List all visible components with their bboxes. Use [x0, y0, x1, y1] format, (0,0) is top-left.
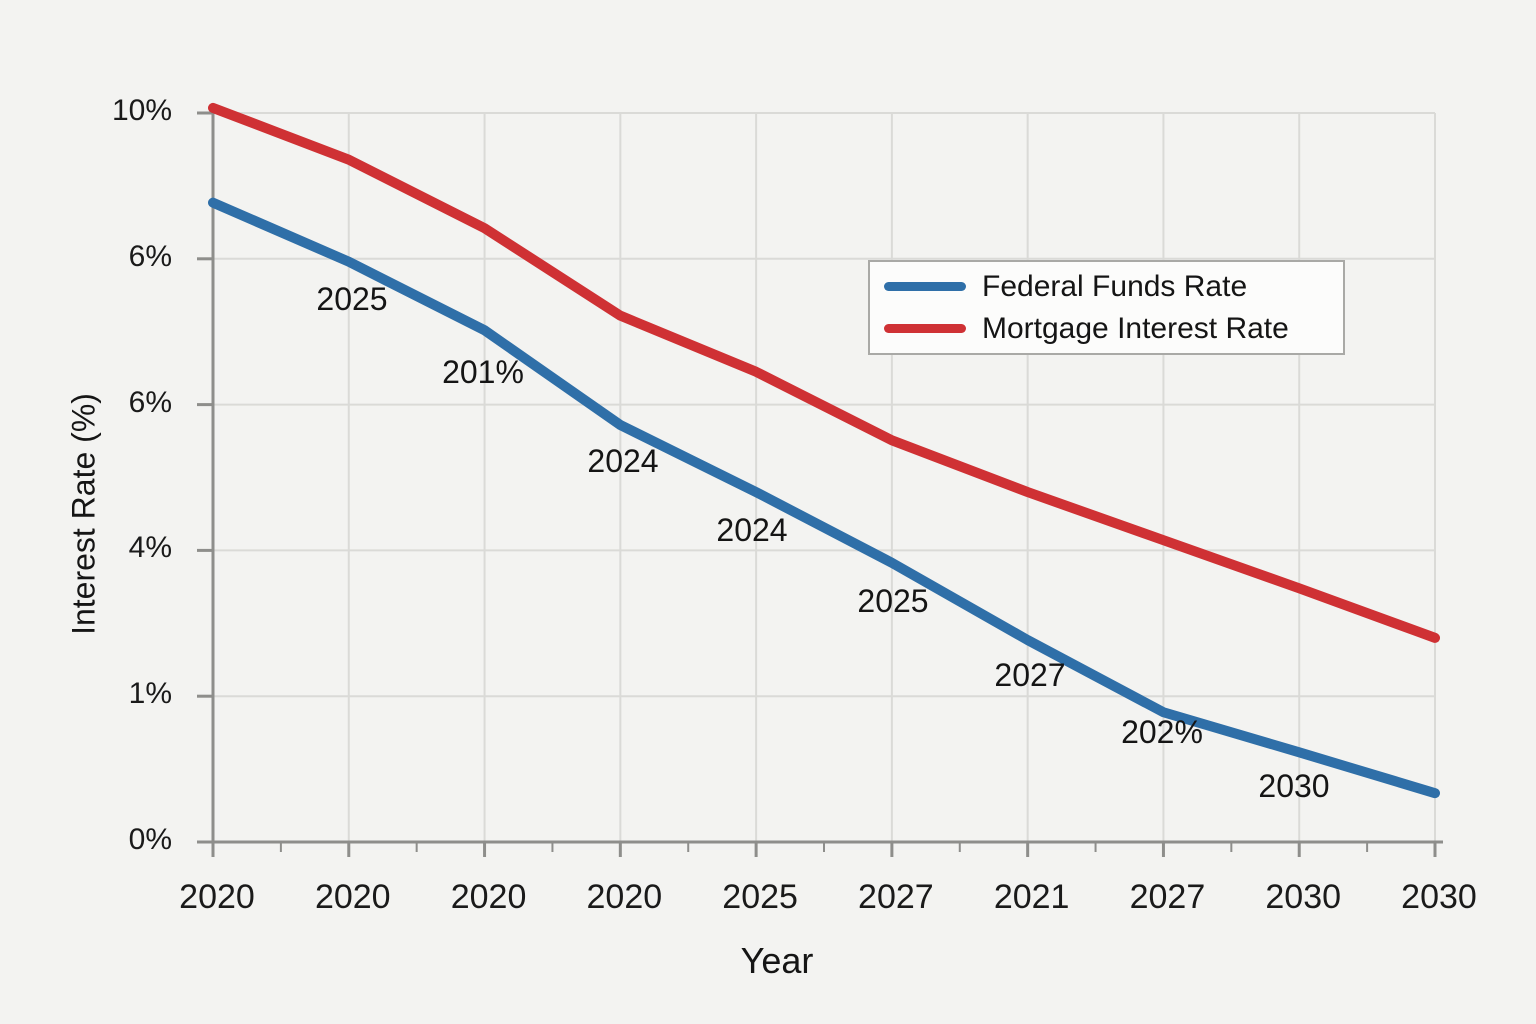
legend-item-federal-funds-rate: Federal Funds Rate	[884, 269, 1343, 305]
y-tick-label: 6%	[128, 239, 172, 273]
x-tick-label: 2030	[1401, 878, 1477, 916]
x-tick-label: 2025	[722, 878, 798, 916]
y-axis-title: Interest Rate (%)	[65, 393, 102, 635]
legend-item-mortgage-interest-rate: Mortgage Interest Rate	[884, 311, 1343, 347]
point-annotation: 2025	[857, 583, 929, 619]
legend-swatch-red-line	[884, 324, 966, 333]
point-annotation: 2030	[1258, 768, 1330, 804]
legend: Federal Funds Rate Mortgage Interest Rat…	[868, 260, 1345, 355]
x-tick-label: 2020	[179, 878, 255, 916]
x-tick-label: 2020	[586, 878, 663, 916]
legend-label-mortgage-interest-rate: Mortgage Interest Rate	[982, 311, 1289, 345]
y-tick-label: 0%	[128, 823, 172, 856]
tick-marks	[197, 111, 1437, 857]
point-annotation: 2024	[716, 512, 788, 548]
axes	[198, 105, 1443, 857]
point-annotation: 201%	[442, 354, 524, 390]
x-tick-label: 2027	[1129, 878, 1206, 916]
x-tick-label: 2030	[1265, 878, 1342, 916]
legend-label-federal-funds-rate: Federal Funds Rate	[982, 269, 1248, 303]
federal-funds-rate-line	[208, 197, 1440, 799]
x-tick-label: 2021	[993, 878, 1070, 916]
y-tick-label: 4%	[128, 531, 172, 565]
point-annotation: 202%	[1121, 714, 1203, 750]
x-axis-title: Year	[740, 940, 814, 981]
legend-swatch-blue-line	[884, 282, 966, 291]
x-tick-label: 2020	[314, 878, 391, 916]
gridlines	[213, 112, 1436, 842]
x-tick-label: 2027	[858, 878, 934, 916]
point-annotation: 2024	[587, 443, 659, 479]
x-tick-label: 2020	[450, 878, 527, 916]
series-lines	[208, 102, 1440, 799]
y-tick-label: 10%	[111, 94, 172, 127]
mortgage-interest-rate-line	[208, 102, 1440, 643]
point-annotation: 2027	[994, 657, 1066, 693]
y-tick-label: 6%	[128, 385, 172, 419]
point-annotation: 2025	[316, 281, 388, 317]
y-tick-label: 1%	[128, 677, 172, 711]
